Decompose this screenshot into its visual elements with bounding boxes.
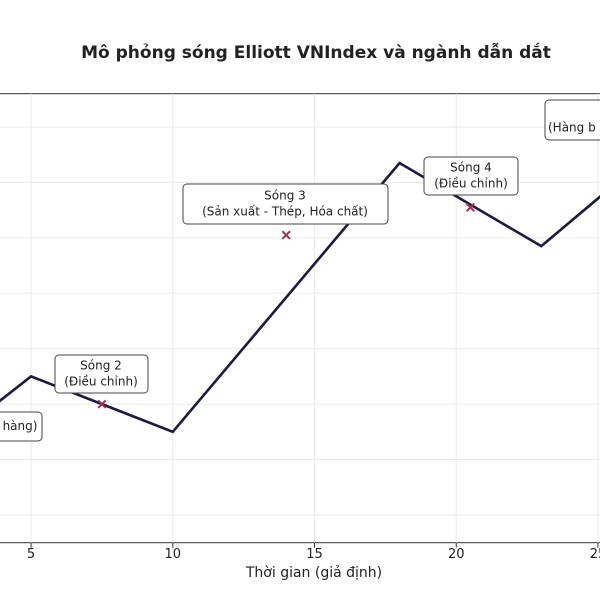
x-axis-label: Thời gian (giả định) [245,565,382,581]
x-tick-label: 15 [306,547,323,562]
annotation-box [423,156,519,196]
annotation-text: hàng) [3,419,38,433]
plot-frame [0,93,600,544]
wave-line [0,161,600,434]
chart-title: Mô phỏng sóng Elliott VNIndex và ngành d… [81,41,551,63]
point-marker [97,399,107,409]
annotation-text: (Hàng b [548,121,596,135]
x-tick-label: 20 [448,547,465,562]
annotation-text: (Điều chỉnh) [64,375,138,389]
annotation-box [544,99,600,141]
plot-area: 1000110012001300140015001600170005101520… [0,93,600,562]
annotation-box [0,411,43,442]
annotation-text: (Sản xuất - Thép, Hóa chất) [202,205,368,219]
point-marker [281,230,291,240]
annotation-text: Sóng 3 [264,189,306,203]
x-tick-label: 5 [27,547,35,562]
annotation-box [54,354,149,394]
annotation-text: (Điều chỉnh) [434,177,508,191]
annotation-text: Sóng 4 [450,161,492,175]
x-tick-label: 25 [590,547,600,562]
annotation-text: Sóng 2 [80,359,122,373]
annotation-box [182,183,389,225]
x-tick-label: 10 [165,547,182,562]
point-marker [465,202,475,212]
